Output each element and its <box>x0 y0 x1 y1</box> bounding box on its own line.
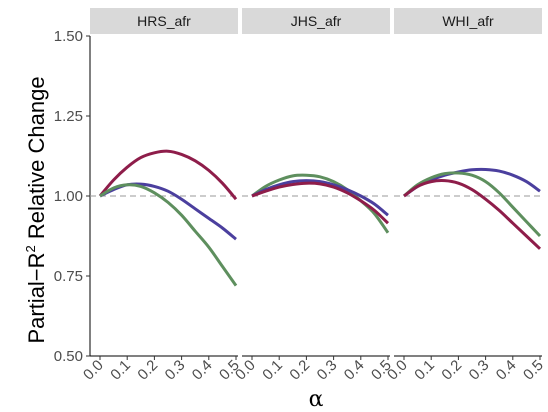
x-tick-label: 0.4 <box>189 357 216 384</box>
series-line-crimson <box>98 149 238 201</box>
x-tick-label: 0.2 <box>286 357 313 384</box>
y-axis-title-tail: Relative Change <box>24 76 49 245</box>
x-tick-label: 0.0 <box>80 357 107 384</box>
x-tick-label: 0.4 <box>493 357 520 384</box>
facet-strip <box>242 8 390 34</box>
facet-strip <box>90 8 238 34</box>
facet-strip-label: HRS_afr <box>137 13 191 29</box>
x-tick-label: 0.1 <box>259 357 286 384</box>
x-tick-label: 0.0 <box>232 357 259 384</box>
series-line-crimson <box>251 181 390 225</box>
y-tick-label: 1.25 <box>54 108 83 125</box>
x-tick-label: 0.5 <box>520 357 547 384</box>
x-tick-label: 0.0 <box>384 357 411 384</box>
y-tick-label: 1.00 <box>54 188 83 205</box>
series-line-green <box>99 183 238 287</box>
series-line-green <box>403 171 542 238</box>
y-tick-label: 0.75 <box>54 268 83 285</box>
x-tick-label: 0.3 <box>162 357 189 384</box>
x-tick-label: 0.4 <box>341 357 368 384</box>
y-tick-label: 0.50 <box>54 348 83 365</box>
series-line-crimson <box>403 179 542 250</box>
y-axis: 0.50 0.75 1.00 1.25 1.50 <box>54 28 91 365</box>
x-tick-label: 0.1 <box>107 357 134 384</box>
series-line-purple <box>251 179 389 217</box>
facet-strip-label: WHI_afr <box>442 13 494 29</box>
y-axis-title: Partial−R2 Relative Change <box>23 76 49 343</box>
x-axis-title: α <box>309 387 324 412</box>
y-axis-title-main: Partial−R <box>24 252 49 343</box>
y-tick-label: 1.50 <box>54 28 83 45</box>
x-tick-label: 0.1 <box>411 357 438 384</box>
facet-panel-whi-afr: WHI_afr 0.0 0.1 0.2 0.3 0.4 0.5 <box>384 8 547 384</box>
x-tick-label: 0.2 <box>134 357 161 384</box>
y-axis-title-superscript: 2 <box>23 245 38 252</box>
x-tick-label: 0.3 <box>314 357 341 384</box>
facet-strip-label: JHS_afr <box>291 13 342 29</box>
x-tick-label: 0.3 <box>466 357 493 384</box>
series-line-purple <box>99 182 237 241</box>
facet-strip <box>394 8 542 34</box>
x-tick-label: 0.2 <box>438 357 465 384</box>
